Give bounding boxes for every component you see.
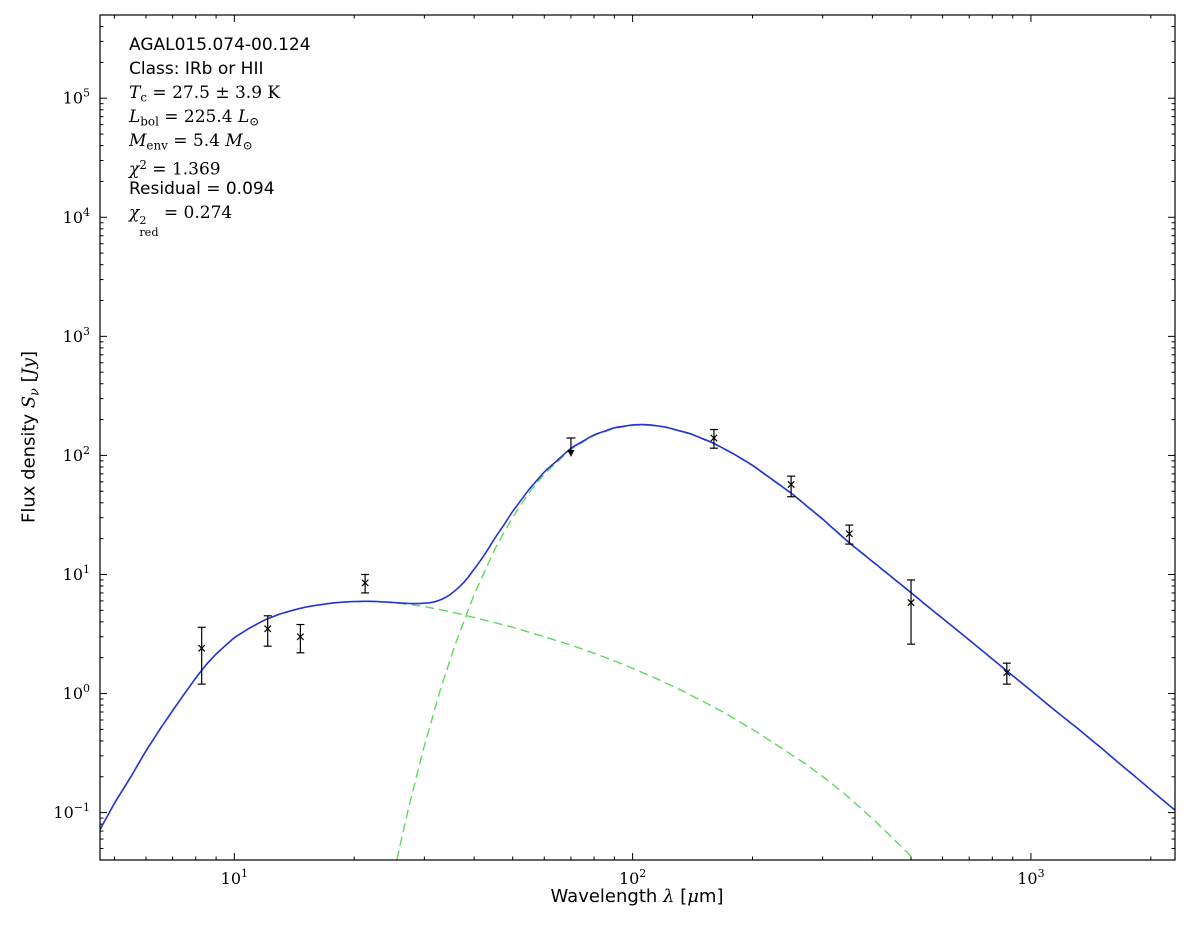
data-point	[197, 626, 206, 685]
data-point	[907, 579, 916, 645]
data-point	[1002, 662, 1011, 685]
warm-component-curve	[100, 600, 917, 860]
annotation-line: Lbol = 225.4 L⊙	[129, 107, 260, 129]
annotation-line: Menv = 5.4 M⊙	[129, 131, 253, 153]
annotation-line: Tc = 27.5 ± 3.9 K	[129, 83, 281, 105]
data-point	[709, 428, 718, 449]
y-tick-label: 102	[63, 444, 90, 465]
x-tick-label: 103	[1017, 867, 1044, 888]
x-axis-label: Wavelength λ [μm]	[550, 886, 724, 907]
data-points-layer	[197, 428, 1011, 685]
fit-parameters-annotation: AGAL015.074-00.124 Class: IRb or HII Tc = …	[129, 33, 311, 239]
y-tick-label: 104	[63, 206, 90, 227]
annotation-line: Residual = 0.094	[129, 179, 275, 199]
curves-layer	[100, 423, 1175, 860]
annotation-line: χ 2 red = 0.274	[129, 203, 233, 239]
y-tick-label: 105	[63, 87, 90, 108]
annotation-line: χ2 = 1.369	[129, 158, 221, 180]
y-tick-label: 100	[63, 682, 90, 703]
y-axis-label: Flux density Sν [Jy]	[18, 350, 42, 524]
y-tick-label: 103	[63, 325, 90, 346]
data-point	[361, 573, 370, 594]
axes-frame	[99, 14, 1176, 861]
annotation-line: AGAL015.074-00.124	[129, 35, 311, 55]
total-model-curve	[100, 423, 1175, 830]
data-point	[787, 475, 796, 498]
cold-component-curve	[396, 424, 1175, 860]
x-tick-label: 102	[619, 867, 646, 888]
stacked-sub-sup: 2 red	[139, 214, 159, 239]
data-point	[296, 623, 305, 654]
annotation-line: Class: IRb or HII	[129, 59, 264, 79]
data-point	[263, 615, 272, 647]
data-point	[845, 524, 854, 545]
y-tick-label: 101	[63, 563, 90, 584]
upper-limit-arrow	[566, 437, 576, 458]
y-tick-label: 10−1	[53, 801, 90, 822]
x-tick-label: 101	[221, 867, 248, 888]
